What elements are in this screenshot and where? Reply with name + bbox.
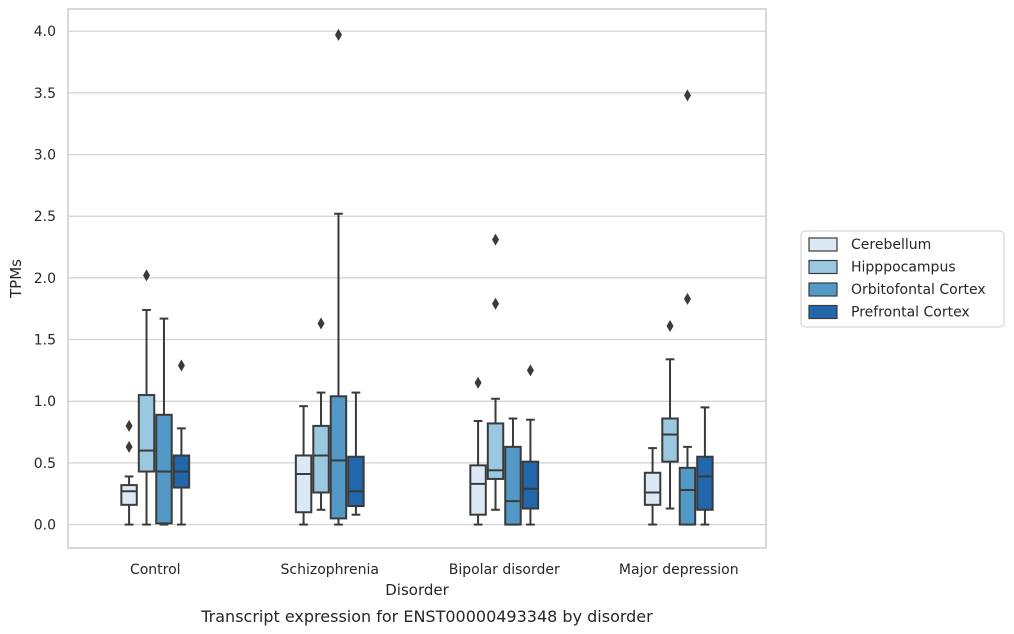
box-iqr [661, 417, 679, 463]
y-tick-label: 0.5 [34, 456, 56, 472]
box-iqr [137, 394, 156, 473]
box-group [696, 406, 714, 526]
y-tick-labels: 0.0 0.5 1.0 1.5 2.0 2.5 3.0 3.5 4.0 [34, 24, 56, 533]
outlier-point [526, 364, 534, 377]
box-group [469, 376, 487, 526]
legend-swatch [808, 237, 838, 252]
box-iqr [504, 445, 522, 526]
y-tick-label: 4.0 [34, 24, 56, 40]
legend-swatch [808, 259, 838, 275]
box-iqr [678, 466, 697, 526]
legend: Cerebellum Hipppocampus Orbitofontal Corte… [800, 230, 1005, 328]
legend-label: Hipppocampus [851, 260, 956, 276]
outlier-point [317, 317, 325, 330]
y-tick-label: 1.0 [34, 394, 56, 410]
box-group [312, 317, 330, 511]
outlier-point [683, 89, 691, 102]
outlier-point [683, 292, 691, 305]
box-iqr [312, 424, 330, 494]
box-iqr [486, 422, 505, 480]
box-group [521, 364, 540, 526]
outlier-point [334, 28, 342, 41]
x-axis-label: Disorder [385, 581, 449, 599]
box-group [504, 417, 522, 526]
legend-frame [800, 230, 1005, 328]
box-iqr [155, 413, 173, 525]
chart-caption: Transcript expression for ENST0000049334… [200, 607, 653, 626]
x-tick-label: Major depression [619, 562, 739, 578]
y-tick-label: 0.0 [34, 518, 56, 534]
y-axis-label: TPMs [7, 259, 25, 299]
outlier-point [177, 359, 185, 372]
outlier-point [125, 419, 133, 432]
x-tick-labels: Control Schizophrenia Bipolar disorder Majo… [130, 562, 739, 578]
y-tick-label: 2.0 [34, 271, 56, 287]
box-iqr [120, 484, 138, 506]
box-group [347, 391, 365, 516]
legend-label: Prefrontal Cortex [851, 305, 970, 321]
plot-frame [67, 8, 767, 549]
y-tick-label: 1.5 [34, 333, 56, 349]
box-iqr [329, 395, 348, 520]
legend-swatch [808, 282, 838, 297]
box-iqr [643, 471, 662, 506]
box-group [329, 28, 348, 526]
box-iqr [469, 464, 487, 516]
box-group [294, 405, 313, 526]
x-tick-label: Bipolar disorder [449, 562, 560, 578]
box-group [678, 89, 697, 526]
outlier-point [474, 376, 482, 389]
legend-label: Cerebellum [851, 237, 931, 253]
box-group [661, 319, 679, 510]
box-iqr [521, 460, 540, 510]
x-tick-label: Schizophrenia [281, 562, 379, 578]
y-tick-label: 3.5 [34, 86, 56, 102]
legend-label: Orbitofontal Cortex [851, 282, 986, 298]
y-tick-label: 2.5 [34, 209, 56, 225]
box-group [155, 317, 173, 526]
outlier-point [143, 269, 151, 282]
box-group [172, 359, 191, 526]
outlier-point [492, 297, 500, 310]
box-iqr [294, 454, 313, 514]
legend-swatch [808, 304, 838, 320]
box-iqr [696, 455, 714, 511]
outlier-point [666, 319, 674, 332]
box-group [120, 419, 138, 526]
box-iqr [347, 455, 365, 508]
y-tick-label: 3.0 [34, 148, 56, 164]
box-group [137, 269, 156, 526]
outlier-point [125, 440, 133, 453]
x-tick-label: Control [130, 562, 181, 578]
box-group [643, 447, 662, 526]
outlier-point [492, 233, 500, 246]
box-plots [120, 28, 714, 526]
box-group [486, 233, 505, 511]
